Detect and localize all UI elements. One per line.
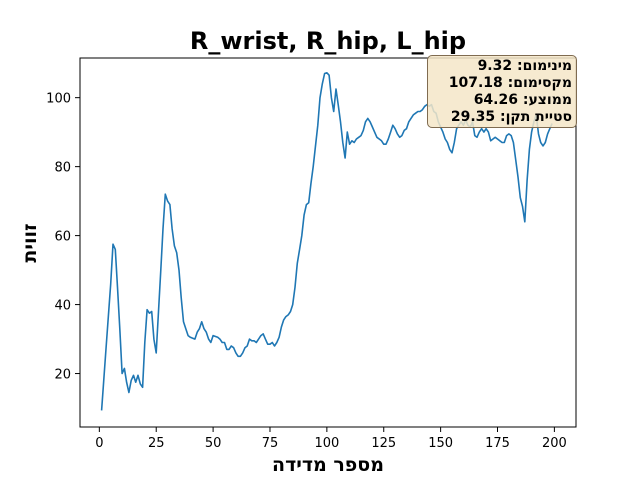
x-axis-label: מספר מדידה	[272, 454, 384, 476]
y-tick-label: 40	[54, 299, 71, 314]
y-tick-label: 80	[54, 161, 71, 176]
stat-std: סטיית תקן: 29.35	[428, 109, 572, 126]
stat-min-value: 9.32	[477, 58, 513, 74]
x-tick-label: 125	[371, 436, 396, 451]
stat-mean: ממוצע: 64.26	[428, 92, 572, 109]
stat-max-label: מקסימום:	[507, 75, 572, 91]
chart-title: R_wrist, R_hip, L_hip	[190, 27, 466, 55]
stat-min: מינימום: 9.32	[428, 58, 572, 75]
statistics-box: מינימום: 9.32 מקסימום: 107.18 ממוצע: 64.…	[427, 55, 577, 128]
stat-mean-label: ממוצע:	[522, 92, 572, 108]
stat-max-value: 107.18	[448, 75, 503, 91]
x-tick-label: 0	[95, 436, 103, 451]
y-tick-label: 20	[54, 368, 71, 383]
x-axis-ticks: 0 25 50 75 100 125 150 175 200	[95, 427, 567, 451]
stat-std-label: סטיית תקן:	[500, 109, 572, 125]
y-axis-label: זווית	[19, 223, 41, 262]
x-tick-label: 175	[485, 436, 510, 451]
y-axis-ticks: 20 40 60 80 100	[46, 92, 80, 383]
x-tick-label: 150	[428, 436, 453, 451]
stat-max: מקסימום: 107.18	[428, 75, 572, 92]
stat-mean-value: 64.26	[473, 92, 518, 108]
x-tick-label: 50	[205, 436, 222, 451]
x-tick-label: 200	[542, 436, 567, 451]
stat-std-value: 29.35	[450, 109, 496, 125]
x-tick-label: 100	[314, 436, 339, 451]
series-line	[100, 72, 553, 411]
x-tick-label: 75	[262, 436, 279, 451]
y-tick-label: 100	[46, 92, 71, 107]
x-tick-label: 25	[148, 436, 165, 451]
y-tick-label: 60	[54, 230, 71, 245]
stat-min-label: מינימום:	[516, 58, 572, 74]
